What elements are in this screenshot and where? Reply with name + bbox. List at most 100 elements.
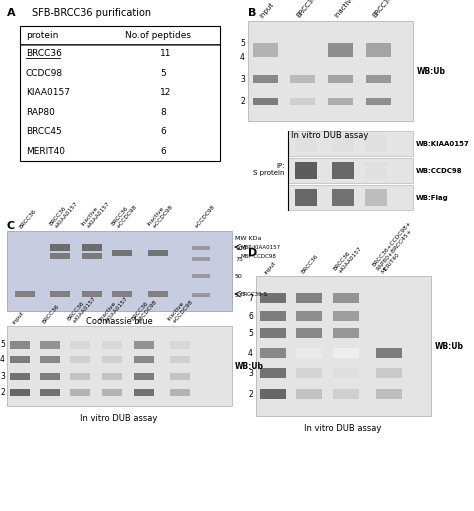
Text: B: B <box>248 8 256 18</box>
Text: Inactive
+KIAA0157: Inactive +KIAA0157 <box>99 292 128 325</box>
Text: +CCDC98: +CCDC98 <box>193 204 216 230</box>
Bar <box>82 253 102 259</box>
Text: WB:KIAA0157: WB:KIAA0157 <box>416 141 470 147</box>
Bar <box>148 291 168 297</box>
Text: input: input <box>258 1 274 19</box>
Bar <box>20 26 220 161</box>
Text: 2: 2 <box>248 389 253 399</box>
Bar <box>10 356 30 363</box>
Bar <box>260 348 286 358</box>
Text: MBP-KIAA0157: MBP-KIAA0157 <box>241 244 281 249</box>
Text: SFB-BRCC36 purification: SFB-BRCC36 purification <box>32 8 151 18</box>
Bar <box>376 348 402 358</box>
Text: CCDC98: CCDC98 <box>26 69 63 78</box>
Text: 11: 11 <box>160 49 172 58</box>
Text: 4: 4 <box>248 349 253 358</box>
Bar <box>70 389 90 396</box>
Bar <box>50 291 70 297</box>
Bar <box>333 348 359 358</box>
Text: D: D <box>248 248 257 258</box>
Text: In vitro DUB assay: In vitro DUB assay <box>80 414 158 423</box>
Text: input: input <box>264 260 278 275</box>
Bar <box>296 311 322 321</box>
Bar <box>112 291 132 297</box>
Text: 2: 2 <box>0 387 5 397</box>
Text: IP:
S protein: IP: S protein <box>254 163 285 176</box>
Text: 2: 2 <box>240 97 245 105</box>
Text: MBP-CCDC98: MBP-CCDC98 <box>241 253 277 259</box>
Bar <box>170 341 190 349</box>
Bar <box>288 185 413 210</box>
Bar <box>134 356 154 363</box>
Bar <box>170 373 190 380</box>
Bar <box>365 189 387 206</box>
Bar <box>290 75 315 83</box>
Bar <box>70 356 90 363</box>
Bar <box>10 389 30 396</box>
Text: RAP80: RAP80 <box>26 108 55 117</box>
Text: Inactive
+CCDC98: Inactive +CCDC98 <box>167 295 194 325</box>
Bar <box>248 21 413 121</box>
Bar <box>253 98 278 105</box>
Bar <box>102 356 122 363</box>
Text: MERIT40: MERIT40 <box>26 147 65 156</box>
Bar <box>333 311 359 321</box>
Bar <box>295 162 317 179</box>
Bar <box>7 326 232 406</box>
Text: Inactive
+CCDC98: Inactive +CCDC98 <box>147 200 174 230</box>
Bar <box>290 98 315 105</box>
Bar <box>134 373 154 380</box>
Bar <box>365 135 387 152</box>
Text: 7: 7 <box>248 293 253 303</box>
Bar <box>82 244 102 251</box>
Bar <box>328 75 353 83</box>
Bar <box>192 257 210 261</box>
Bar <box>40 356 60 363</box>
Text: BRCC36-S: BRCC36-S <box>241 291 268 296</box>
Text: Coomassie blue: Coomassie blue <box>86 317 152 326</box>
Text: BRCC36
+KIAA0157: BRCC36 +KIAA0157 <box>49 197 79 230</box>
Text: BRCC36
+CCDC98: BRCC36 +CCDC98 <box>131 295 158 325</box>
Text: WB:Ub: WB:Ub <box>435 341 464 351</box>
Text: 37: 37 <box>235 292 243 297</box>
Bar <box>102 373 122 380</box>
Bar <box>296 328 322 338</box>
Text: BRCC36: BRCC36 <box>18 209 37 230</box>
Bar <box>332 135 354 152</box>
Text: 5: 5 <box>160 69 166 78</box>
Text: WB:Ub: WB:Ub <box>417 66 446 76</box>
Text: input: input <box>11 310 25 325</box>
Text: 3: 3 <box>0 371 5 381</box>
Bar <box>192 246 210 250</box>
Text: 5: 5 <box>0 339 5 349</box>
Text: inactive*: inactive* <box>333 0 358 19</box>
Text: BRCC36: BRCC36 <box>41 304 60 325</box>
Bar <box>376 389 402 399</box>
Bar <box>10 373 30 380</box>
Bar <box>333 293 359 303</box>
Bar <box>288 158 413 183</box>
Bar <box>296 389 322 399</box>
Bar <box>260 328 286 338</box>
Bar <box>366 75 391 83</box>
Text: 3: 3 <box>240 75 245 83</box>
Bar <box>170 356 190 363</box>
Bar <box>112 250 132 256</box>
Text: A: A <box>7 8 16 18</box>
Bar <box>50 253 70 259</box>
Bar <box>296 293 322 303</box>
Bar <box>10 341 30 349</box>
Text: WB:Ub: WB:Ub <box>235 361 264 370</box>
Bar <box>260 293 286 303</box>
Text: 12: 12 <box>160 88 172 97</box>
Bar <box>260 389 286 399</box>
Bar <box>40 341 60 349</box>
Bar <box>170 389 190 396</box>
Bar <box>82 291 102 297</box>
Bar <box>102 389 122 396</box>
Bar <box>256 276 431 416</box>
Text: Inactive
+KIAA0157: Inactive +KIAA0157 <box>81 197 110 230</box>
Text: 6: 6 <box>160 127 166 136</box>
Text: BRCC36ΔCC: BRCC36ΔCC <box>372 0 403 19</box>
Text: 50: 50 <box>235 273 243 278</box>
